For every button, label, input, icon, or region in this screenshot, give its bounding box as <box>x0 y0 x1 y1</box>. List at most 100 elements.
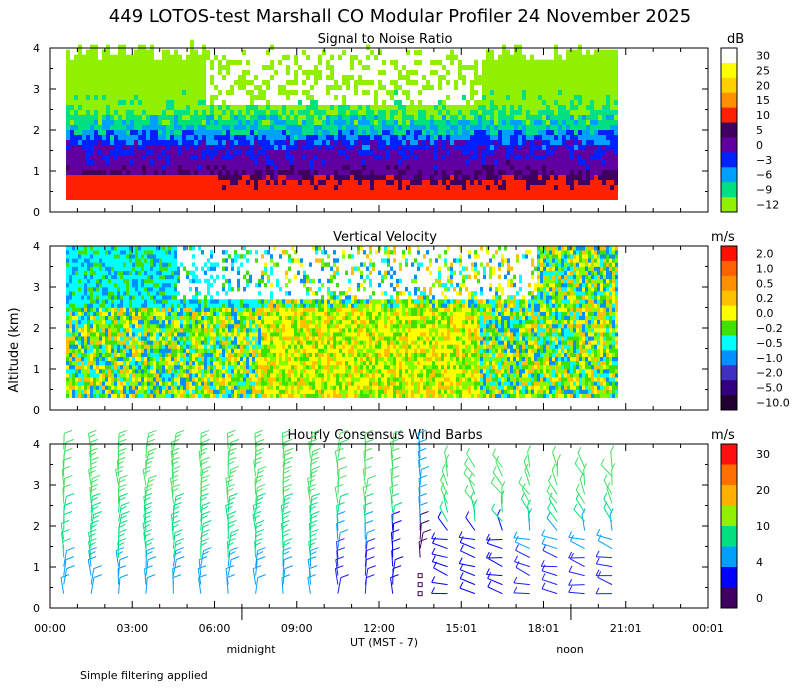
snr-cell <box>246 179 250 185</box>
vv-cell <box>114 311 117 316</box>
snr-cell <box>470 114 474 120</box>
snr-cell <box>66 64 70 70</box>
snr-cell <box>438 139 442 145</box>
vv-cell <box>72 299 75 304</box>
vv-cell <box>66 254 69 259</box>
vv-cell <box>72 295 75 300</box>
snr-cell <box>338 134 342 140</box>
snr-cell <box>110 124 114 130</box>
snr-cell <box>82 184 86 190</box>
snr-cell <box>70 129 74 135</box>
snr-cell <box>522 114 526 120</box>
snr-cell <box>546 114 550 120</box>
snr-cell <box>374 59 378 65</box>
snr-cell <box>326 89 330 95</box>
snr-cell <box>506 89 510 95</box>
snr-cell <box>518 129 522 135</box>
snr-cell <box>526 64 530 70</box>
snr-cell <box>286 139 290 145</box>
vv-cell <box>111 315 114 321</box>
vv-cell <box>78 373 81 378</box>
snr-cell <box>446 154 450 160</box>
snr-cell <box>490 124 494 130</box>
vv-cell <box>114 295 117 300</box>
snr-cell <box>570 119 574 125</box>
snr-cell <box>218 109 222 115</box>
vv-cell <box>69 369 72 374</box>
snr-cell <box>370 59 374 65</box>
snr-cell <box>282 184 286 190</box>
snr-cell <box>546 129 550 135</box>
snr-cell <box>198 184 202 190</box>
snr-cell <box>530 129 534 135</box>
vv-cell <box>129 385 132 390</box>
snr-cell <box>490 114 494 120</box>
snr-cell <box>82 104 86 110</box>
vv-cell <box>66 381 69 386</box>
snr-cell <box>554 129 558 135</box>
snr-cell <box>282 174 286 180</box>
snr-cell <box>554 189 558 195</box>
vv-cell <box>75 336 78 341</box>
snr-cell <box>266 169 270 175</box>
snr-cell <box>186 119 190 125</box>
vv-cell <box>111 381 114 386</box>
vv-cell <box>87 270 90 275</box>
snr-cell <box>174 119 178 125</box>
snr-cell <box>234 139 238 145</box>
snr-cell <box>86 169 90 175</box>
snr-cell <box>562 59 566 65</box>
snr-cell <box>414 54 418 60</box>
snr-cell <box>318 129 322 135</box>
snr-cell <box>406 194 410 200</box>
snr-cell <box>438 84 442 90</box>
snr-cell <box>614 109 618 115</box>
snr-cell <box>314 179 318 185</box>
snr-cell <box>138 189 142 195</box>
snr-cell <box>550 119 554 125</box>
vv-cell <box>87 266 90 271</box>
snr-cell <box>510 159 514 165</box>
vv-cell <box>96 311 99 316</box>
snr-cell <box>434 89 438 95</box>
vv-cell <box>126 266 129 271</box>
snr-cell <box>258 124 262 130</box>
snr-cell <box>550 134 554 140</box>
snr-cell <box>406 104 410 110</box>
snr-cell <box>582 144 586 150</box>
snr-cell <box>458 54 462 60</box>
snr-cell <box>582 54 586 60</box>
snr-cell <box>490 144 494 150</box>
snr-cell <box>210 139 214 145</box>
snr-cell <box>342 129 346 135</box>
snr-cell <box>442 194 446 200</box>
snr-cell <box>378 89 382 95</box>
snr-cell <box>358 59 362 65</box>
snr-cell <box>134 54 138 60</box>
snr-cell <box>506 124 510 130</box>
vv-cell <box>90 250 93 255</box>
vv-cell <box>120 319 123 325</box>
snr-cell <box>150 154 154 160</box>
snr-cell <box>574 194 578 200</box>
snr-cell <box>382 59 386 65</box>
snr-cell <box>102 149 106 155</box>
snr-cell <box>474 169 478 175</box>
snr-cell <box>306 84 310 90</box>
snr-cell <box>606 139 610 145</box>
vv-cell <box>129 344 132 349</box>
snr-cell <box>402 104 406 110</box>
snr-cell <box>170 114 174 120</box>
vv-cell <box>66 250 69 255</box>
snr-cell <box>70 64 74 70</box>
snr-cell <box>134 139 138 145</box>
snr-cell <box>286 179 290 185</box>
snr-cell <box>610 54 614 60</box>
snr-cell <box>394 124 398 130</box>
snr-cell <box>350 164 354 170</box>
snr-cell <box>206 119 210 125</box>
snr-cell <box>538 164 542 170</box>
snr-cell <box>370 94 374 100</box>
snr-cell <box>494 89 498 95</box>
snr-cell <box>610 174 614 180</box>
